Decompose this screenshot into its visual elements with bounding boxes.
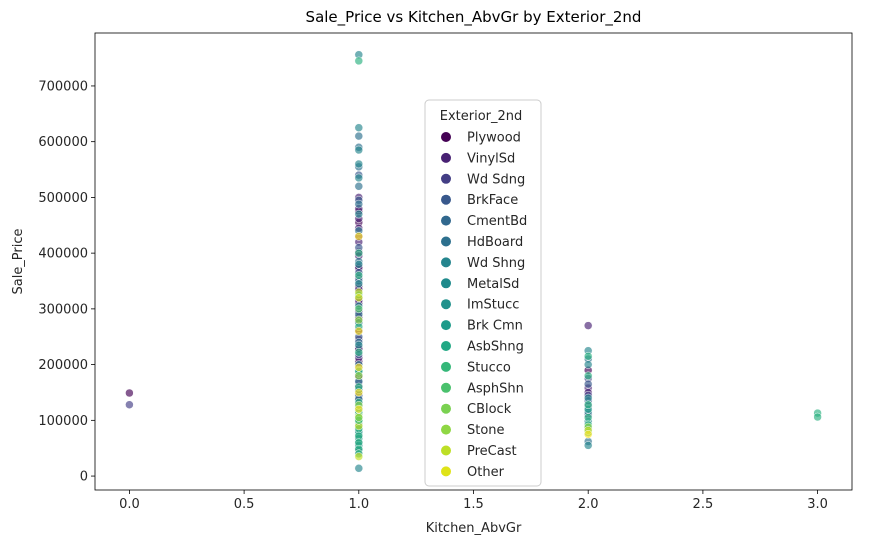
legend-label: CmentBd bbox=[467, 214, 527, 229]
data-point bbox=[354, 159, 364, 169]
x-axis-label: Kitchen_AbvGr bbox=[426, 521, 522, 536]
legend: Exterior_2nd Plywood VinylSd Wd Sdng BrkFac… bbox=[424, 99, 542, 487]
chart-title: Sale_Price vs Kitchen_AbvGr by Exterior_… bbox=[306, 8, 642, 27]
legend-marker bbox=[441, 361, 451, 372]
data-point bbox=[354, 260, 364, 269]
legend-label: Other bbox=[467, 465, 505, 480]
data-point bbox=[354, 413, 364, 422]
data-point bbox=[354, 279, 364, 289]
legend-label: AsphShn bbox=[467, 381, 524, 396]
data-point bbox=[583, 441, 593, 450]
data-point bbox=[354, 340, 364, 350]
data-point bbox=[354, 464, 364, 473]
y-tick-label: 300000 bbox=[38, 302, 88, 317]
data-point bbox=[354, 145, 364, 155]
data-point bbox=[354, 271, 364, 280]
data-point bbox=[583, 413, 593, 422]
legend-marker bbox=[441, 403, 451, 414]
y-tick-label: 500000 bbox=[38, 191, 88, 206]
legend-marker bbox=[441, 341, 451, 351]
data-point bbox=[354, 293, 364, 302]
legend-marker bbox=[441, 215, 451, 226]
legend-label: MetalSd bbox=[467, 277, 519, 292]
legend-label: Wd Sdng bbox=[467, 172, 525, 187]
legend-marker bbox=[441, 466, 451, 477]
y-axis: 0 100000 200000 300000 400000 500000 600000 700… bbox=[38, 79, 95, 485]
data-point bbox=[125, 400, 134, 409]
legend-label: PreCast bbox=[467, 444, 517, 459]
legend-marker bbox=[441, 320, 451, 331]
data-point bbox=[354, 199, 364, 209]
y-tick-label: 700000 bbox=[38, 79, 88, 94]
legend-label: AsbShng bbox=[467, 340, 524, 355]
legend-marker bbox=[441, 132, 451, 142]
legend-marker bbox=[441, 173, 451, 184]
data-point bbox=[583, 379, 593, 389]
data-point bbox=[354, 304, 364, 314]
data-point bbox=[583, 360, 593, 369]
data-point bbox=[583, 400, 593, 409]
legend-marker bbox=[441, 299, 451, 310]
legend-title: Exterior_2nd bbox=[440, 109, 523, 124]
data-point bbox=[813, 412, 822, 422]
y-axis-label: Sale_Price bbox=[11, 228, 26, 294]
data-point bbox=[583, 351, 593, 361]
data-point bbox=[354, 315, 364, 325]
legend-marker bbox=[441, 424, 451, 435]
y-tick-label: 100000 bbox=[38, 414, 88, 429]
legend-marker bbox=[441, 278, 451, 289]
legend-marker bbox=[441, 382, 451, 393]
y-tick-label: 0 bbox=[80, 470, 88, 485]
data-point bbox=[354, 131, 364, 141]
x-tick-label: 0.5 bbox=[234, 497, 255, 512]
data-point bbox=[583, 321, 593, 330]
data-point bbox=[583, 430, 593, 439]
data-point bbox=[354, 388, 364, 397]
data-point bbox=[354, 326, 364, 336]
legend-label: ImStucc bbox=[467, 298, 519, 313]
x-tick-label: 1.0 bbox=[348, 497, 369, 512]
data-point bbox=[354, 363, 364, 372]
data-point bbox=[354, 232, 364, 241]
x-tick-label: 2.0 bbox=[578, 497, 599, 512]
data-point bbox=[354, 452, 364, 461]
legend-marker bbox=[441, 152, 451, 163]
points-layer bbox=[125, 50, 822, 473]
legend-label: VinylSd bbox=[467, 151, 515, 166]
data-point bbox=[354, 404, 364, 414]
legend-label: CBlock bbox=[467, 402, 512, 417]
x-tick-label: 3.0 bbox=[807, 497, 828, 512]
y-tick-label: 200000 bbox=[38, 358, 88, 373]
data-point bbox=[354, 248, 364, 258]
data-point bbox=[125, 388, 134, 398]
data-point bbox=[354, 182, 364, 191]
legend-label: BrkFace bbox=[467, 193, 518, 208]
legend-label: Wd Shng bbox=[467, 256, 525, 271]
data-point bbox=[354, 56, 364, 66]
data-point bbox=[354, 173, 364, 183]
data-point bbox=[354, 348, 364, 357]
data-point bbox=[354, 209, 364, 219]
data-point bbox=[583, 371, 593, 381]
legend-marker bbox=[441, 445, 451, 456]
x-axis: 0.0 0.5 1.0 1.5 2.0 2.5 3.0 bbox=[119, 490, 828, 512]
x-tick-label: 1.5 bbox=[463, 497, 484, 512]
data-point bbox=[354, 371, 364, 381]
legend-label: Stone bbox=[467, 423, 505, 438]
x-tick-label: 2.5 bbox=[693, 497, 714, 512]
legend-label: Plywood bbox=[467, 131, 521, 146]
data-point bbox=[354, 123, 364, 132]
legend-marker bbox=[441, 257, 451, 268]
y-tick-label: 600000 bbox=[38, 135, 88, 150]
legend-label: HdBoard bbox=[467, 235, 523, 250]
legend-entries: Plywood VinylSd Wd Sdng BrkFace CmentBd HdBoa… bbox=[441, 131, 527, 480]
x-tick-label: 0.0 bbox=[119, 497, 140, 512]
legend-marker bbox=[441, 194, 451, 205]
legend-marker bbox=[441, 236, 451, 247]
legend-label: Brk Cmn bbox=[467, 319, 523, 334]
y-tick-label: 400000 bbox=[38, 247, 88, 262]
legend-box bbox=[424, 99, 542, 487]
legend-label: Stucco bbox=[467, 360, 511, 375]
